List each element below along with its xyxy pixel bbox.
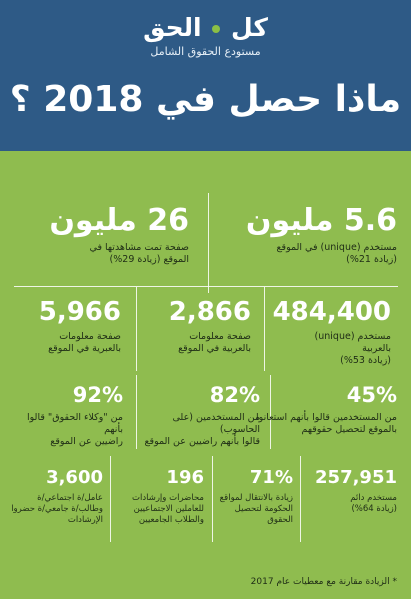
- divider-vertical: [270, 375, 271, 449]
- stat-desc-line: بالعربية في الموقع: [178, 343, 251, 354]
- stat-desc-line: الحقوق: [267, 515, 293, 525]
- stat-desc-line: بالعربية: [362, 343, 391, 354]
- stat-description: من المستخدمين قالوا بأنهم استعانوا بالمو…: [247, 412, 397, 436]
- page-headline: ماذا حصل في 2018 ؟: [9, 79, 402, 120]
- stat-value: 3,600: [46, 467, 103, 488]
- stat-arabic-pages: 2,866 صفحة معلومات بالعربية في الموقع: [151, 299, 251, 355]
- stat-value: 484,400: [272, 297, 391, 327]
- stat-description: محاضرات وإرشادات للعاملين الاجتماعيين وا…: [114, 493, 204, 526]
- site-logo: كل الحق: [0, 14, 411, 42]
- stat-desc-line: راضيين عن الموقع: [50, 436, 123, 447]
- stat-desc-line: صفحة معلومات: [189, 331, 251, 342]
- divider-vertical: [264, 287, 265, 371]
- stat-desc-line: بالموقع لتحصيل حقوقهم: [301, 424, 398, 435]
- stat-description: عامل/ة اجتماعي/ة وطالب/ة جامعي/ة حضروا ا…: [8, 493, 103, 526]
- footnote: * الزيادة مقارنة مع معطيات عام 2017: [250, 577, 397, 587]
- stat-agents-satisfied: 92% من "وكلاء الحقوق" قالوا بأنهم راضيين…: [8, 385, 123, 448]
- stat-description: زيادة بالانتقال لمواقع الحكومة لتحصيل ال…: [213, 493, 293, 526]
- stat-desc-line: من المستخدمين قالوا بأنهم استعانوا: [256, 412, 397, 423]
- stat-permanent-users: 257,951 مستخدم دائم (زيادة 64%): [307, 469, 397, 515]
- stat-value: 2,866: [168, 297, 251, 327]
- divider-horizontal: [14, 286, 398, 287]
- stat-description: من المستخدمين (على الحاسوب) قالوا بأنهم …: [135, 412, 260, 448]
- divider-vertical: [208, 193, 209, 293]
- stat-desc-line: الإرشادات: [67, 515, 103, 525]
- stat-workers: 3,600 عامل/ة اجتماعي/ة وطالب/ة جامعي/ة ح…: [8, 469, 103, 526]
- stat-unique-users: 5.6 مليون مستخدم (unique) في الموقع (زيا…: [217, 206, 397, 266]
- stat-lectures: 196 محاضرات وإرشادات للعاملين الاجتماعيي…: [114, 469, 204, 526]
- logo-dot-icon: [212, 25, 221, 33]
- stat-description: صفحة تمت مشاهدتها في الموقع (زيادة 29%): [9, 242, 189, 266]
- stat-desc-line: من "وكلاء الحقوق" قالوا بأنهم: [27, 412, 123, 435]
- stat-desc-line: وطالب/ة جامعي/ة حضروا: [11, 504, 103, 514]
- divider-vertical: [136, 287, 137, 371]
- divider-vertical: [136, 375, 137, 449]
- stat-gov-sites: 71% زيادة بالانتقال لمواقع الحكومة لتحصي…: [213, 469, 293, 526]
- divider-vertical: [212, 456, 213, 542]
- stats-panel: 5.6 مليون مستخدم (unique) في الموقع (زيا…: [0, 151, 411, 599]
- stat-desc-line: مستخدم (unique): [314, 331, 391, 342]
- stat-users-helped: 45% من المستخدمين قالوا بأنهم استعانوا ب…: [247, 385, 397, 436]
- stat-value: 196: [166, 467, 204, 488]
- stat-desc-line: زيادة بالانتقال لمواقع: [219, 493, 293, 503]
- stat-value: 71%: [249, 467, 293, 488]
- stat-value: 257,951: [315, 467, 397, 488]
- stat-desc-line: الموقع (زيادة 29%): [109, 254, 189, 265]
- stat-desc-line: بالعبرية في الموقع: [48, 343, 121, 354]
- stat-desc-line: (زيادة 53%): [340, 355, 391, 366]
- stat-pages-viewed: 26 مليون صفحة تمت مشاهدتها في الموقع (زي…: [9, 206, 189, 266]
- logo-text-part1: كل: [231, 13, 268, 42]
- stat-description: صفحة معلومات بالعبرية في الموقع: [16, 331, 121, 355]
- stat-desc-line: من المستخدمين (على الحاسوب): [172, 412, 260, 435]
- stat-desc-line: قالوا بأنهم راضيين عن الموقع: [144, 436, 260, 447]
- stat-value: 82%: [209, 383, 260, 407]
- stat-desc-line: (زيادة 21%): [346, 254, 397, 265]
- stat-desc-line: مستخدم (unique) في الموقع: [276, 242, 398, 253]
- stat-desc-line: للعاملين الاجتماعيين: [133, 504, 204, 514]
- logo-text-part2: الحق: [143, 13, 202, 42]
- stat-value: 45%: [346, 383, 397, 407]
- stat-value: 92%: [72, 383, 123, 407]
- header-banner: كل الحق مستودع الحقوق الشامل ماذا حصل في…: [0, 0, 411, 151]
- stat-desc-line: صفحة تمت مشاهدتها في: [89, 242, 189, 253]
- divider-vertical: [110, 456, 111, 542]
- logo-tagline: مستودع الحقوق الشامل: [150, 45, 261, 58]
- stat-desc-line: والطلاب الجامعيين: [138, 515, 204, 525]
- stat-description: مستخدم (unique) بالعربية (زيادة 53%): [266, 331, 391, 367]
- stat-desc-line: صفحة معلومات: [59, 331, 121, 342]
- stat-hebrew-pages: 5,966 صفحة معلومات بالعبرية في الموقع: [16, 299, 121, 355]
- stat-users-satisfied: 82% من المستخدمين (على الحاسوب) قالوا بأ…: [135, 385, 260, 448]
- stat-description: مستخدم دائم (زيادة 64%): [307, 493, 397, 515]
- stat-desc-line: الحكومة لتحصيل: [234, 504, 293, 514]
- stat-description: من "وكلاء الحقوق" قالوا بأنهم راضيين عن …: [8, 412, 123, 448]
- stat-desc-line: مستخدم دائم: [350, 493, 397, 503]
- stat-desc-line: (زيادة 64%): [351, 504, 397, 514]
- stat-value: 5.6 مليون: [245, 203, 397, 238]
- stat-value: 5,966: [38, 297, 121, 327]
- stat-description: مستخدم (unique) في الموقع (زيادة 21%): [217, 242, 398, 266]
- stat-arabic-users: 484,400 مستخدم (unique) بالعربية (زيادة …: [266, 299, 391, 367]
- divider-vertical: [300, 456, 301, 542]
- stat-description: صفحة معلومات بالعربية في الموقع: [151, 331, 251, 355]
- stat-value: 26 مليون: [49, 203, 189, 238]
- stat-desc-line: عامل/ة اجتماعي/ة: [37, 493, 103, 503]
- stat-desc-line: محاضرات وإرشادات: [131, 493, 204, 503]
